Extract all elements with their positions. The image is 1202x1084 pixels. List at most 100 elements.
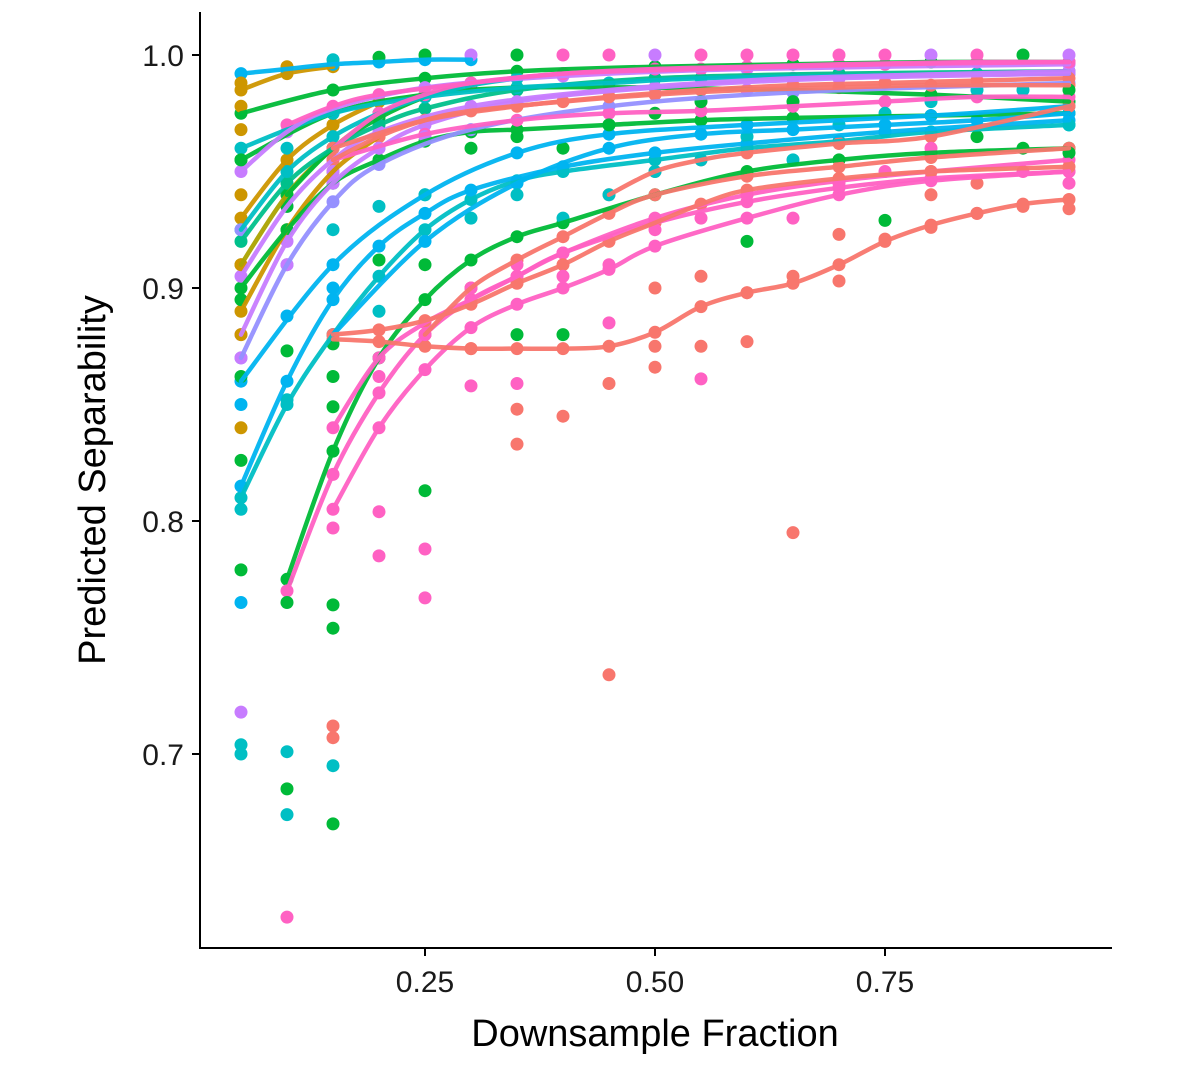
data-point [372, 370, 386, 383]
x-tick-label: 0.25 [396, 966, 454, 999]
data-point [280, 808, 294, 822]
series-line-salmon-6 [606, 104, 1072, 198]
data-point [970, 48, 984, 62]
smooth-lines [238, 57, 1072, 594]
series-line-cyan-4 [238, 57, 474, 76]
data-point [648, 281, 662, 295]
data-point [372, 304, 386, 318]
y-tick-label: 0.9 [142, 273, 184, 306]
data-point [510, 437, 524, 451]
data-point [234, 596, 248, 609]
data-point [740, 234, 754, 248]
data-point [464, 211, 478, 225]
data-point [878, 213, 892, 227]
data-point [464, 141, 478, 155]
data-point [326, 598, 340, 612]
data-point [694, 48, 708, 62]
data-point [234, 747, 248, 761]
data-point [372, 199, 386, 213]
data-point [510, 188, 524, 202]
series-line-cyan-3 [238, 117, 1072, 489]
data-point [234, 563, 248, 577]
series-line-orange-2 [238, 99, 382, 221]
series-line-salmon-5 [330, 82, 1072, 163]
data-point [372, 253, 386, 267]
series-line-pink-1 [284, 169, 1072, 594]
data-point [418, 258, 432, 272]
data-point [602, 668, 616, 682]
data-point [234, 705, 248, 719]
series-line-green-6 [238, 69, 1072, 244]
data-point [280, 344, 294, 358]
x-tick-label: 0.75 [856, 966, 914, 999]
data-point [970, 130, 984, 144]
series-line-salmon-3 [422, 145, 1072, 337]
data-point [648, 48, 662, 62]
data-point [234, 123, 248, 137]
data-point [970, 176, 984, 190]
data-point [326, 759, 340, 773]
data-point [326, 731, 340, 745]
data-point [556, 269, 570, 283]
data-point [786, 211, 800, 225]
data-point [418, 542, 432, 556]
data-point [326, 521, 340, 535]
data-point [234, 738, 248, 752]
data-point [832, 48, 846, 62]
data-point [740, 48, 754, 62]
data-point [1062, 48, 1076, 62]
data-point [924, 188, 938, 202]
data-point [602, 48, 616, 62]
series-line-purple-2 [238, 69, 1072, 279]
data-point [694, 211, 708, 225]
data-point [234, 502, 248, 516]
data-point [648, 339, 662, 353]
data-point [832, 227, 846, 241]
y-tick-label: 0.8 [142, 506, 184, 539]
data-point [786, 48, 800, 62]
y-tick-label: 0.7 [142, 739, 184, 772]
data-point [786, 526, 800, 540]
series-line-cyan-5 [330, 111, 1072, 337]
data-point [280, 745, 294, 759]
data-point [556, 48, 570, 62]
data-point [556, 141, 570, 155]
data-point [510, 402, 524, 416]
series-line-pink-2 [330, 169, 1072, 512]
data-point [234, 76, 248, 90]
series-line-green-4 [284, 145, 1072, 582]
data-point [510, 48, 524, 62]
data-point [326, 370, 340, 383]
data-point [510, 377, 524, 390]
data-point [372, 505, 386, 519]
axes: 0.25 0.50 0.75 0.7 0.8 0.9 1.0 Downsample Fra… [72, 12, 1112, 1055]
series-line-cyan-6 [238, 104, 1072, 384]
data-point [556, 328, 570, 342]
data-point [280, 141, 294, 155]
y-ticks: 0.7 0.8 0.9 1.0 [142, 40, 200, 772]
y-axis-title: Predicted Separability [72, 295, 114, 665]
data-point [418, 484, 432, 498]
data-point [234, 453, 248, 467]
data-point [510, 130, 524, 144]
plot-area [234, 48, 1076, 924]
series-line-orange-1 [238, 64, 336, 93]
x-tick-label: 0.50 [626, 966, 684, 999]
data-point [234, 421, 248, 435]
data-point [510, 328, 524, 342]
x-axis-title: Downsample Fraction [471, 1013, 838, 1055]
series-line-salmon-1 [330, 197, 1072, 352]
series-line-purple-4 [238, 80, 1072, 361]
data-point [326, 621, 340, 635]
series-line-pink-5 [284, 59, 1072, 128]
data-point [234, 99, 248, 113]
data-point [234, 398, 248, 411]
data-point [372, 549, 386, 563]
data-point [602, 316, 616, 330]
data-point [1062, 202, 1076, 216]
data-point [648, 360, 662, 374]
data-point [280, 782, 294, 796]
data-point [878, 48, 892, 62]
data-point [740, 335, 754, 349]
